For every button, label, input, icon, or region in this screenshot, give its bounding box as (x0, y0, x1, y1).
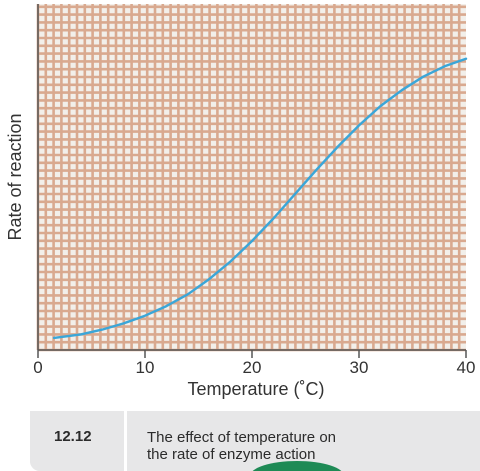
chart: 0 10 20 30 40 Temperature (˚C) Rate of react… (5, 4, 475, 399)
series-layer (52, 57, 468, 340)
x-tick-label: 30 (350, 358, 369, 377)
figure-caption: 12.12 The effect of temperature on the r… (30, 411, 480, 471)
x-tick-label: 20 (243, 358, 262, 377)
y-axis-label: Rate of reaction (5, 113, 25, 240)
decorative-shape (250, 461, 344, 471)
plot-area (38, 4, 466, 350)
x-axis-label: Temperature (˚C) (187, 379, 324, 399)
caption-text-cell: The effect of temperature on the rate of… (127, 411, 480, 471)
figure-number-cell: 12.12 (30, 411, 127, 471)
series-line (52, 57, 468, 340)
x-tick-label: 0 (33, 358, 42, 377)
tick-labels: 0 10 20 30 40 (33, 350, 475, 377)
figure-number: 12.12 (54, 428, 92, 445)
x-tick-label: 10 (136, 358, 155, 377)
caption-text-line-1: The effect of temperature on (147, 429, 337, 446)
caption-text-line-2: the rate of enzyme action (147, 446, 316, 463)
grid (36, 4, 466, 352)
x-tick-label: 40 (457, 358, 476, 377)
chart-canvas: 0 10 20 30 40 Temperature (˚C) Rate of react… (5, 4, 475, 399)
